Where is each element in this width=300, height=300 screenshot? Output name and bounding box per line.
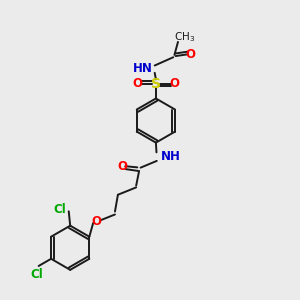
Text: O: O [92,215,102,228]
Text: CH$_3$: CH$_3$ [174,30,195,44]
Text: O: O [169,77,179,90]
Text: O: O [117,160,127,173]
Text: O: O [186,48,196,61]
Text: HN: HN [133,62,152,75]
Text: O: O [133,77,142,90]
Text: S: S [151,77,161,91]
Text: NH: NH [161,150,181,163]
Text: Cl: Cl [53,203,66,216]
Text: Cl: Cl [31,268,44,281]
